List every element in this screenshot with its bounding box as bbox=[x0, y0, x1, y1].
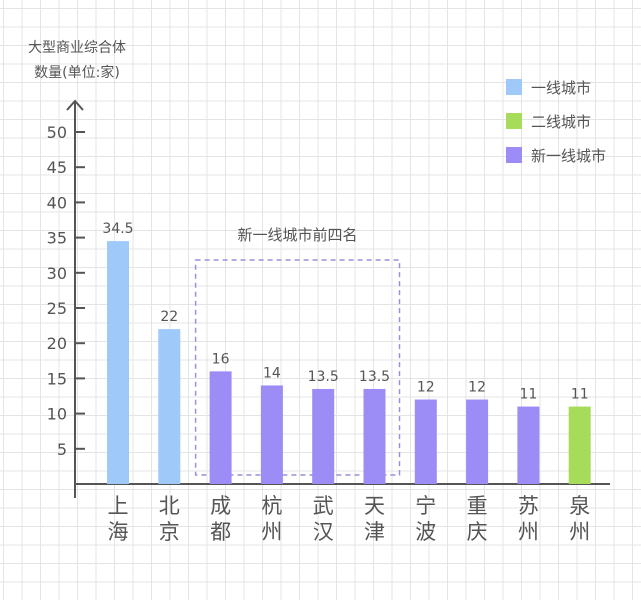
legend-swatch bbox=[506, 147, 522, 163]
x-tick-label: 武 bbox=[313, 494, 334, 518]
x-tick-label: 宁 bbox=[415, 494, 436, 518]
y-tick-label: 30 bbox=[47, 264, 67, 283]
bar-成都 bbox=[209, 371, 232, 484]
y-tick-label: 35 bbox=[47, 229, 67, 248]
value-label: 22 bbox=[160, 309, 178, 325]
value-label: 34.5 bbox=[102, 221, 133, 237]
bar-宁波 bbox=[414, 399, 437, 484]
y-tick-label: 20 bbox=[47, 334, 67, 353]
bar-北京 bbox=[158, 329, 181, 484]
x-tick-label: 海 bbox=[108, 520, 129, 544]
legend-label: 二线城市 bbox=[531, 113, 591, 131]
value-label: 11 bbox=[571, 387, 589, 403]
value-label: 13.5 bbox=[308, 369, 339, 385]
y-tick-label: 10 bbox=[47, 405, 67, 424]
x-tick-label: 京 bbox=[159, 520, 180, 544]
x-tick-label: 成 bbox=[210, 494, 231, 518]
x-tick-label: 上 bbox=[108, 494, 129, 518]
bar-苏州 bbox=[517, 406, 540, 484]
y-axis-label: 大型商业综合体 bbox=[28, 40, 126, 56]
y-axis-label: 数量(单位:家) bbox=[34, 64, 120, 81]
x-tick-label: 庆 bbox=[467, 520, 488, 544]
value-label: 12 bbox=[417, 380, 435, 396]
x-tick-label: 重 bbox=[467, 494, 488, 518]
bar-天津 bbox=[363, 388, 386, 484]
legend-label: 新一线城市 bbox=[531, 147, 606, 165]
y-tick-label: 45 bbox=[47, 158, 67, 177]
x-tick-label: 州 bbox=[518, 520, 539, 544]
annotation-label: 新一线城市前四名 bbox=[238, 226, 358, 244]
y-tick-label: 5 bbox=[57, 440, 67, 459]
legend-label: 一线城市 bbox=[531, 79, 591, 97]
value-label: 12 bbox=[468, 380, 486, 396]
y-tick-label: 50 bbox=[47, 123, 67, 142]
y-axis-arrow-icon bbox=[66, 99, 84, 111]
x-tick-label: 苏 bbox=[518, 494, 539, 518]
annotation-box bbox=[194, 259, 401, 476]
bar-杭州 bbox=[260, 385, 283, 484]
bar-重庆 bbox=[466, 399, 489, 484]
bar-上海 bbox=[107, 241, 129, 484]
value-label: 13.5 bbox=[359, 369, 390, 385]
legend-swatch bbox=[506, 79, 522, 95]
x-tick-label: 杭 bbox=[261, 494, 282, 518]
y-tick-label: 25 bbox=[47, 299, 67, 318]
x-tick-label: 北 bbox=[159, 494, 180, 518]
y-tick-label: 40 bbox=[47, 193, 67, 212]
bar-泉州 bbox=[568, 406, 591, 484]
x-tick-label: 州 bbox=[261, 520, 282, 544]
x-tick-label: 泉 bbox=[569, 494, 590, 518]
x-tick-label: 天 bbox=[364, 494, 385, 518]
x-tick-label: 州 bbox=[569, 520, 590, 544]
x-tick-label: 津 bbox=[364, 520, 385, 544]
y-tick-label: 15 bbox=[47, 369, 67, 388]
value-label: 14 bbox=[263, 365, 281, 381]
x-tick-label: 都 bbox=[210, 520, 231, 544]
legend-swatch bbox=[506, 113, 522, 129]
value-label: 11 bbox=[519, 387, 537, 403]
x-tick-label: 波 bbox=[415, 520, 436, 544]
value-label: 16 bbox=[212, 351, 230, 367]
x-tick-label: 汉 bbox=[313, 520, 334, 544]
bar-武汉 bbox=[312, 388, 335, 484]
